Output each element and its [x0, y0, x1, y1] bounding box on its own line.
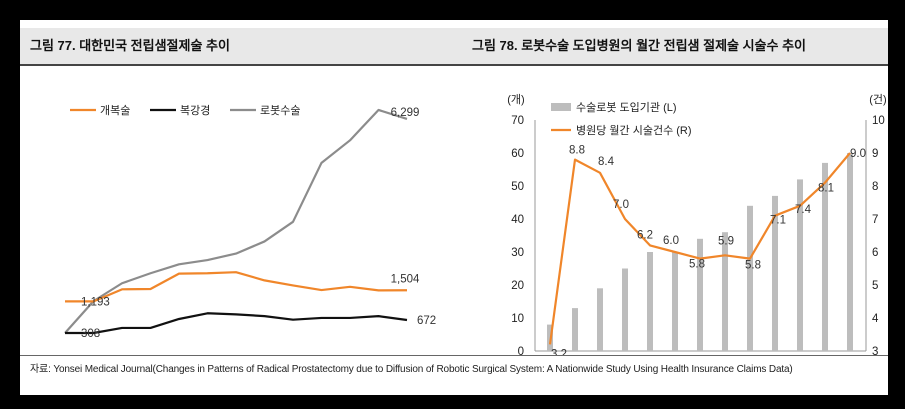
data-label-4: 6,299: [391, 107, 420, 119]
left-line-chart: 개복술복강경로봇수술070809101112131415161718191,19…: [64, 104, 436, 340]
bar-4: [647, 252, 653, 351]
bar-5: [672, 252, 678, 351]
left-tick-1: 10: [511, 313, 524, 325]
data-label-2: 308: [81, 328, 100, 340]
bar-11: [822, 162, 828, 351]
line-data-label-8: 5.8: [745, 260, 761, 272]
title-divider: [20, 64, 888, 66]
data-label-0: 1,193: [81, 296, 110, 308]
legend-label-2: 로봇수술: [260, 104, 300, 117]
series-line-0: [65, 271, 408, 303]
figure-panel: 그림 77. 대한민국 전립샘절제술 추이 그림 78. 로봇수술 도입병원의 …: [20, 20, 888, 395]
bar-10: [797, 179, 803, 351]
legend-label-0: 개복술: [100, 104, 130, 117]
data-label-1: 1,504: [391, 273, 420, 285]
right-tick-7: 10: [872, 115, 885, 127]
legend-label-bars: 수술로봇 도입기관 (L): [576, 101, 677, 114]
left-tick-5: 50: [511, 181, 524, 193]
legend-swatch-bars: [551, 103, 571, 111]
line-data-label-9: 7.1: [770, 215, 786, 227]
source-note: 자료: Yonsei Medical Journal(Changes in Pa…: [30, 364, 793, 375]
series-line-1: [65, 312, 408, 335]
left-tick-4: 40: [511, 214, 524, 226]
bar-1: [572, 308, 578, 351]
bar-12: [847, 153, 853, 351]
title-band: [20, 28, 888, 64]
bar-3: [622, 268, 628, 351]
rate-line: [548, 152, 851, 345]
right-tick-6: 9: [872, 148, 878, 160]
series-line-2: [64, 108, 408, 334]
bar-7: [722, 232, 728, 351]
line-data-label-1: 8.8: [569, 145, 585, 157]
left-tick-2: 20: [511, 280, 524, 292]
bar-6: [697, 238, 703, 351]
left-tick-6: 60: [511, 148, 524, 160]
right-axis-unit: (건): [869, 93, 886, 106]
line-data-label-10: 7.4: [795, 204, 812, 216]
bar-2: [597, 288, 603, 351]
line-data-label-5: 6.0: [663, 235, 679, 247]
line-data-label-4: 6.2: [637, 229, 653, 241]
left-tick-7: 70: [511, 115, 524, 127]
left-figure-title: 그림 77. 대한민국 전립샘절제술 추이: [30, 38, 230, 53]
data-label-3: 672: [417, 315, 436, 327]
line-data-label-12: 9.0: [850, 148, 866, 160]
line-data-label-2: 8.4: [598, 156, 615, 168]
line-data-label-6: 5.8: [689, 259, 705, 271]
right-tick-0: 3: [872, 346, 878, 356]
line-data-label-3: 7.0: [613, 199, 629, 211]
bar-8: [747, 205, 753, 351]
right-tick-3: 6: [872, 247, 878, 259]
right-combo-chart: (개) (건) 0 10 20 30 40 50 60 70 3 4 5 6 7 8 9 10 3.2 8.8 8.4 7…: [507, 93, 886, 356]
source-divider: [20, 355, 888, 356]
line-data-label-11: 8.1: [818, 183, 834, 195]
right-tick-4: 7: [872, 214, 878, 226]
legend-label-line: 병원당 월간 시술건수 (R): [576, 124, 692, 137]
right-tick-2: 5: [872, 280, 878, 292]
line-data-label-7: 5.9: [718, 235, 734, 247]
right-tick-1: 4: [872, 313, 879, 325]
left-tick-3: 30: [511, 247, 524, 259]
left-tick-0: 0: [518, 346, 524, 356]
right-tick-5: 8: [872, 181, 878, 193]
legend-label-1: 복강경: [180, 104, 210, 117]
left-axis-unit: (개): [507, 93, 524, 106]
bar-9: [772, 195, 778, 351]
line-data-label-0: 3.2: [551, 348, 567, 356]
right-figure-title: 그림 78. 로봇수술 도입병원의 월간 전립샘 절제술 시술수 추이: [472, 38, 807, 53]
